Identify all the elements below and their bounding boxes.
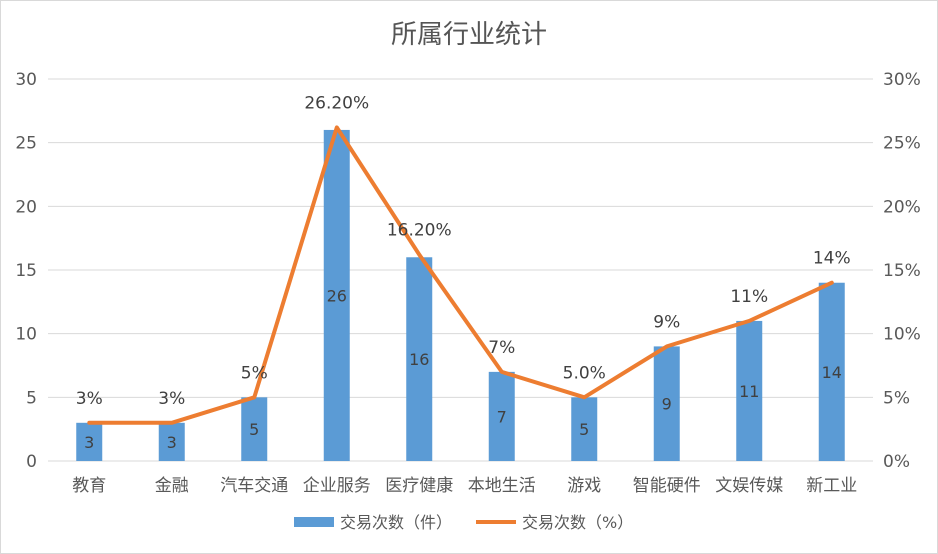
bar (653, 346, 680, 461)
y-right-tick-label: 0% (883, 452, 910, 472)
bar (241, 397, 268, 461)
x-tick-label: 本地生活 (468, 476, 536, 496)
bar-data-label: 5 (579, 420, 589, 439)
bar (406, 257, 433, 461)
y-left-tick-label: 30 (15, 70, 37, 90)
bar-data-label: 14 (822, 363, 842, 382)
line-data-label: 5% (241, 363, 268, 383)
y-right-tick-label: 30% (883, 70, 921, 90)
y-left-tick-label: 20 (15, 197, 37, 217)
y-left-tick-label: 0 (26, 452, 37, 472)
line-data-label: 7% (488, 338, 515, 358)
legend-line-label: 交易次数（%） (522, 513, 633, 532)
bar-data-label: 3 (84, 433, 94, 452)
line-data-label: 16.20% (387, 221, 452, 241)
y-right-tick-label: 15% (883, 261, 921, 281)
left-axis: 0 5 10 15 20 25 30 (15, 70, 37, 472)
x-tick-label: 企业服务 (303, 476, 371, 496)
right-axis: 0% 5% 10% 15% 20% 25% 30% (883, 70, 921, 472)
line-data-label: 3% (158, 389, 185, 409)
bar-data-label: 16 (409, 350, 429, 369)
line-data-label: 9% (653, 312, 680, 332)
line-data-label: 3% (76, 389, 103, 409)
bar (571, 397, 598, 461)
bar (76, 422, 103, 461)
line-series: 3% 3% 5% 26.20% 16.20% 7% 5.0% 9% 11% 14% (76, 93, 851, 425)
y-right-tick-label: 20% (883, 197, 921, 217)
bar (818, 282, 845, 461)
bar (488, 371, 515, 461)
grid-layer (48, 78, 873, 462)
y-left-tick-label: 15 (15, 261, 37, 281)
x-tick-label: 医疗健康 (385, 476, 453, 496)
legend: 交易次数（件） 交易次数（%） (294, 513, 633, 532)
line-data-label: 26.20% (304, 93, 369, 113)
bar-data-label: 3 (167, 433, 177, 452)
series-line (87, 125, 834, 425)
x-tick-label: 新工业 (806, 476, 857, 496)
line-data-label: 14% (813, 249, 851, 269)
x-tick-label: 游戏 (567, 476, 601, 496)
legend-bar-label: 交易次数（件） (340, 513, 452, 532)
x-tick-label: 文娱传媒 (715, 476, 783, 496)
chart-title: 所属行业统计 (391, 20, 547, 50)
bar-data-label: 9 (662, 395, 672, 414)
bar-data-label: 5 (249, 420, 259, 439)
y-left-tick-label: 10 (15, 325, 37, 345)
x-axis-labels: 教育 金融 汽车交通 企业服务 医疗健康 本地生活 游戏 智能硬件 文娱传媒 新工业 (72, 476, 857, 496)
bar (323, 129, 350, 461)
y-right-tick-label: 5% (883, 388, 910, 408)
x-tick-label: 智能硬件 (633, 476, 701, 496)
bar-data-label: 7 (497, 407, 507, 426)
legend-bar-swatch (294, 517, 334, 527)
line-data-label: 5.0% (563, 363, 606, 383)
x-tick-label: 金融 (155, 476, 189, 496)
y-left-tick-label: 5 (26, 388, 37, 408)
bar-series: 3 3 5 26 16 7 5 9 11 14 (76, 129, 845, 461)
y-left-tick-label: 25 (15, 134, 37, 154)
bar (158, 422, 185, 461)
bar-data-label: 11 (739, 382, 759, 401)
y-right-tick-label: 25% (883, 134, 921, 154)
x-tick-label: 汽车交通 (220, 476, 288, 496)
line-data-label: 11% (730, 287, 768, 307)
bar-data-label: 26 (327, 286, 347, 305)
bar (736, 320, 763, 461)
y-right-tick-label: 10% (883, 325, 921, 345)
x-tick-label: 教育 (72, 476, 106, 496)
